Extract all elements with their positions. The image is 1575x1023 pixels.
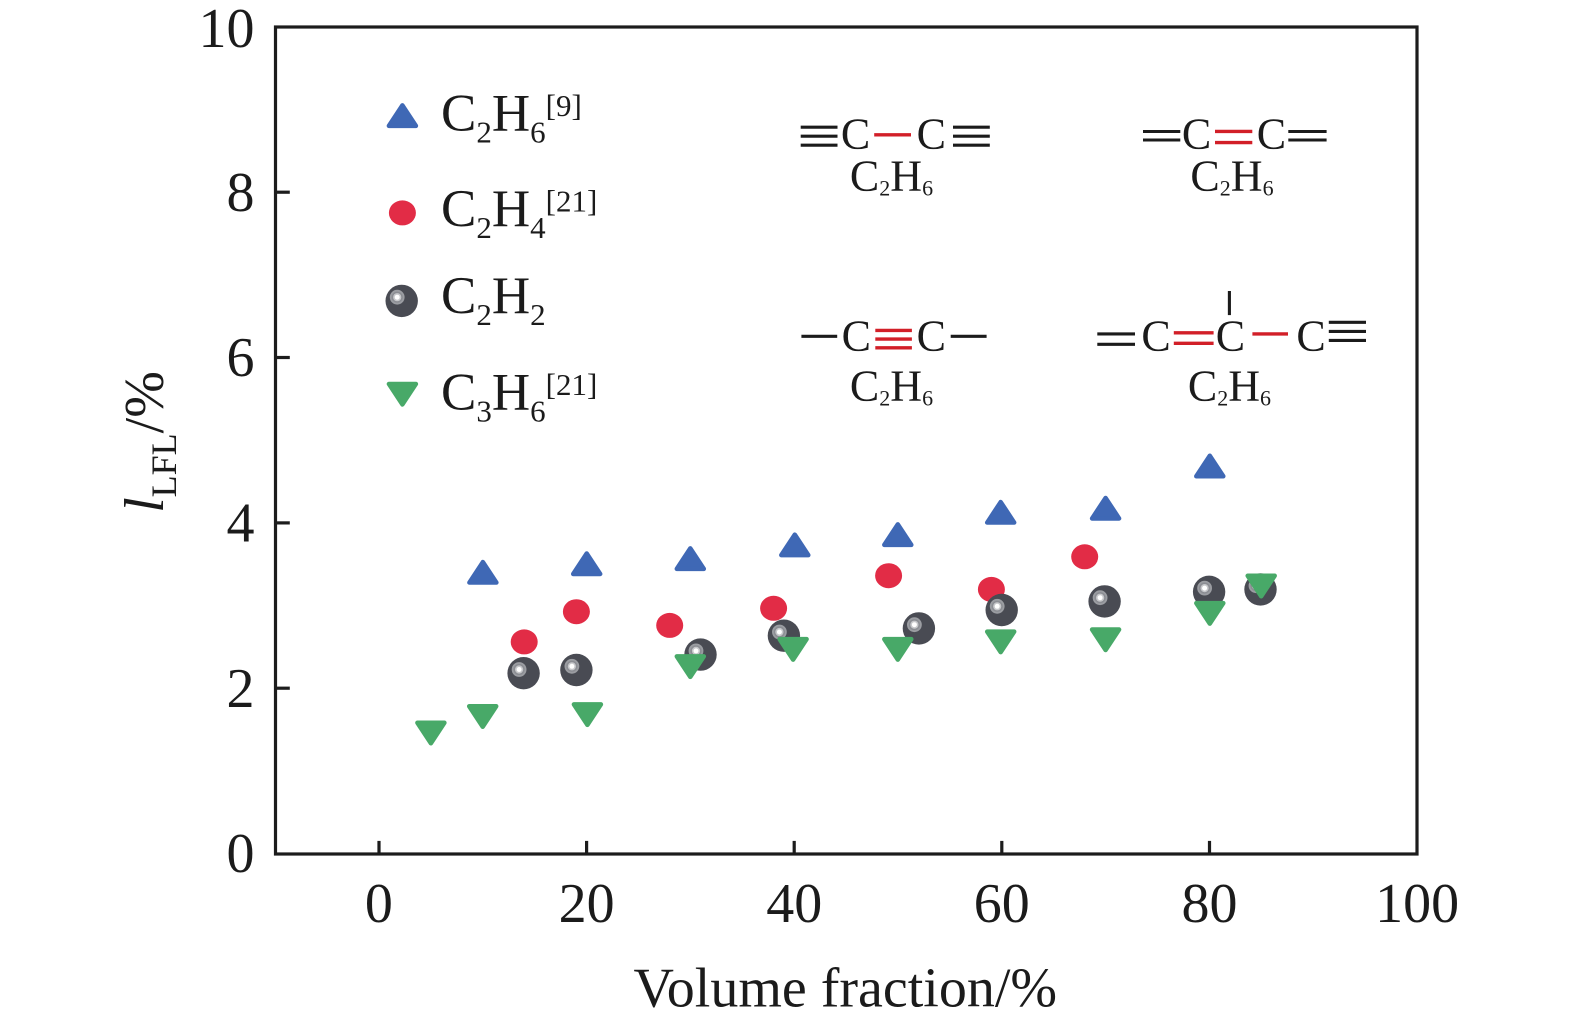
- svg-text:C: C: [1257, 110, 1286, 159]
- svg-text:C2H6: C2H6: [1188, 362, 1271, 411]
- svg-text:C: C: [917, 312, 946, 361]
- svg-text:20: 20: [559, 873, 615, 935]
- svg-text:C2H6: C2H6: [1190, 152, 1273, 201]
- svg-text:4: 4: [227, 493, 255, 555]
- svg-text:C2H2: C2H2: [441, 267, 546, 332]
- svg-text:C: C: [1216, 312, 1245, 361]
- svg-text:C: C: [917, 110, 946, 159]
- svg-text:C: C: [1296, 312, 1325, 361]
- svg-text:8: 8: [227, 162, 255, 224]
- svg-text:40: 40: [766, 873, 822, 935]
- svg-text:C3H6[21]: C3H6[21]: [441, 364, 597, 429]
- svg-text:100: 100: [1375, 873, 1459, 935]
- svg-text:C: C: [841, 110, 870, 159]
- svg-text:10: 10: [199, 0, 255, 60]
- svg-text:60: 60: [974, 873, 1030, 935]
- svg-text:C2H6: C2H6: [850, 152, 933, 201]
- svg-text:C: C: [1141, 312, 1170, 361]
- svg-text:C2H6: C2H6: [850, 362, 933, 411]
- svg-text:0: 0: [227, 823, 255, 885]
- svg-text:C: C: [842, 312, 871, 361]
- svg-text:6: 6: [227, 327, 255, 389]
- svg-text:Volume fraction/%: Volume fraction/%: [634, 957, 1058, 1019]
- svg-text:C2H4[21]: C2H4[21]: [441, 180, 597, 245]
- svg-text:C2H6[9]: C2H6[9]: [441, 85, 582, 150]
- svg-text:lLFL/%: lLFL/%: [114, 371, 184, 513]
- svg-text:C: C: [1182, 110, 1211, 159]
- svg-text:0: 0: [365, 873, 393, 935]
- svg-text:2: 2: [227, 658, 255, 720]
- svg-text:80: 80: [1182, 873, 1238, 935]
